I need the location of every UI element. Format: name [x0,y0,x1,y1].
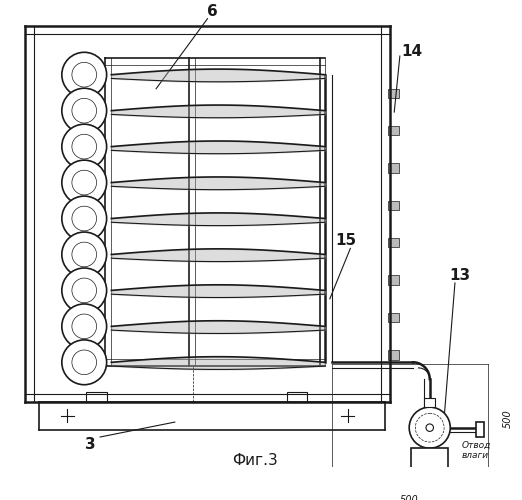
Bar [424,398,435,407]
Circle shape [62,52,106,97]
Text: Отвод
влаги: Отвод влаги [461,441,491,460]
Bar [388,238,399,248]
Bar [388,276,399,285]
Bar [388,164,399,173]
Circle shape [62,304,106,349]
Circle shape [426,424,433,432]
Bar [477,422,484,437]
Text: 3: 3 [86,437,96,452]
Text: 14: 14 [402,44,423,59]
Bar [388,313,399,322]
Bar [86,392,106,402]
Circle shape [62,88,106,133]
Bar [388,350,399,360]
Bar [287,392,307,402]
Text: 500: 500 [503,410,513,428]
Bar [388,201,399,210]
Bar [411,448,448,469]
Circle shape [62,340,106,384]
Circle shape [62,268,106,313]
Bar [388,126,399,136]
Circle shape [62,196,106,241]
Text: 6: 6 [207,4,218,18]
Text: 500: 500 [400,495,419,500]
Text: 13: 13 [449,268,470,283]
Circle shape [62,160,106,205]
Text: 15: 15 [335,234,356,248]
Circle shape [62,232,106,277]
Circle shape [62,124,106,169]
Text: Фиг.3: Фиг.3 [232,453,278,468]
Circle shape [409,407,450,448]
Bar [388,88,399,98]
